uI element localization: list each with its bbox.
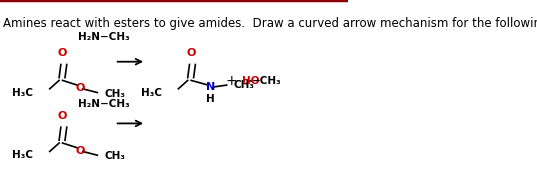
Text: O: O xyxy=(75,145,85,156)
Text: H₂N−CH₃: H₂N−CH₃ xyxy=(78,99,130,109)
Text: O: O xyxy=(75,83,85,93)
Text: N: N xyxy=(206,82,215,92)
Text: CH₃: CH₃ xyxy=(104,151,125,161)
Text: H₃C: H₃C xyxy=(141,88,162,98)
Text: HO: HO xyxy=(242,76,259,86)
Text: H₃C: H₃C xyxy=(12,88,33,98)
Text: CH₃: CH₃ xyxy=(104,88,125,99)
Text: −CH₃: −CH₃ xyxy=(252,76,282,86)
Text: O: O xyxy=(58,48,67,58)
Text: H: H xyxy=(206,94,215,104)
Text: H₃C: H₃C xyxy=(12,150,33,160)
Text: CH₃: CH₃ xyxy=(234,80,255,90)
Text: O: O xyxy=(186,48,196,58)
Text: Amines react with esters to give amides.  Draw a curved arrow mechanism for the : Amines react with esters to give amides.… xyxy=(3,17,537,30)
Text: +: + xyxy=(226,74,237,88)
Text: H₂N−CH₃: H₂N−CH₃ xyxy=(78,32,130,42)
Text: O: O xyxy=(58,111,67,121)
